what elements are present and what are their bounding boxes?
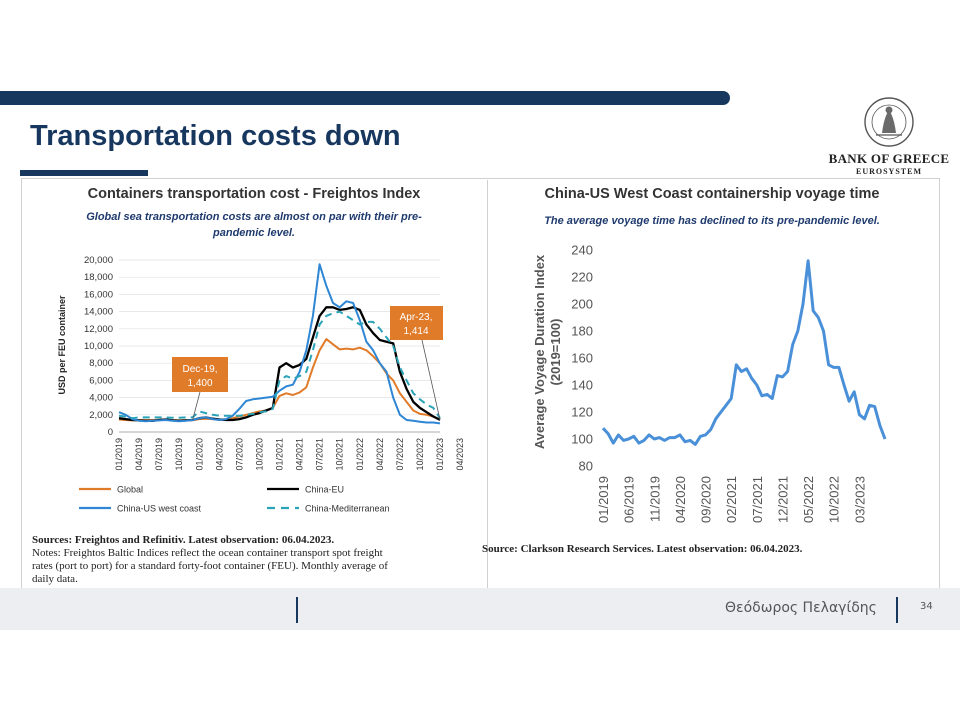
right-y-tick-label: 160: [571, 351, 593, 366]
callout-apr23-pointer: [421, 339, 441, 420]
right-x-tick-label: 03/2023: [852, 476, 867, 523]
callout-dec19: Dec-19, 1,400: [172, 357, 228, 392]
left-notes-line-1: Notes: Freightos Baltic Indices reflect …: [32, 547, 383, 559]
footer-separator-right: [896, 597, 898, 623]
left-x-tick-label: 10/2021: [335, 438, 345, 471]
right-y-tick-label: 80: [579, 459, 593, 474]
left-y-tick-label: 12,000: [84, 324, 113, 335]
right-y-tick-label: 200: [571, 297, 593, 312]
left-chart-title: Containers transportation cost - Freight…: [88, 186, 421, 202]
left-x-tick-label: 07/2020: [234, 438, 244, 471]
right-chart-title: China-US West Coast containership voyage…: [545, 186, 880, 202]
left-x-tick-label: 01/2020: [194, 438, 204, 471]
right-y-tick-label: 120: [571, 405, 593, 420]
left-chart-subtitle-2: pandemic level.: [212, 227, 295, 239]
right-x-tick-label: 11/2019: [647, 476, 662, 522]
left-y-tick-label: 20,000: [84, 255, 113, 266]
left-plot-area: 0 2,000 4,000 6,000 8,000 10,000 12,000 14,000 1…: [84, 255, 465, 471]
right-y-tick-label: 100: [571, 432, 593, 447]
left-x-tick-label: 01/2022: [355, 438, 365, 471]
voyage-time-chart: China-US West Coast containership voyage…: [532, 186, 887, 523]
left-chart-subtitle-1: Global sea transportation costs are almo…: [86, 211, 422, 223]
right-x-tick-label: 04/2020: [673, 476, 688, 523]
right-chart-subtitle: The average voyage time has declined to …: [544, 215, 880, 227]
left-y-tick-label: 8,000: [89, 358, 113, 369]
bank-logo: BANK OF GREECE EUROSYSTEM: [826, 95, 952, 177]
callout-apr23: Apr-23, 1,414: [390, 306, 443, 340]
title-underline: [20, 170, 148, 176]
right-x-tick-label: 06/2019: [622, 476, 637, 523]
right-plot-area: 80 100 120 140 160 180 200 220 240 01/2019 06/2019…: [571, 243, 887, 523]
legend-label: China-Mediterranean: [305, 504, 390, 514]
left-legend: Global China-EU China-US west coast China-M…: [79, 485, 390, 514]
left-x-tick-label: 10/2022: [415, 438, 425, 471]
left-y-tick-label: 10,000: [84, 341, 113, 352]
left-x-tick-label: 04/2023: [455, 438, 465, 471]
right-y-tick-label: 240: [571, 243, 593, 258]
left-x-tick-label: 01/2023: [435, 438, 445, 471]
left-x-tick-label: 07/2021: [315, 438, 325, 471]
right-y-axis-label-1: Average Voyage Duration Index: [532, 254, 547, 449]
slide-title: Transportation costs down: [30, 120, 401, 152]
left-source-line: Sources: Freightos and Refinitiv. Latest…: [32, 534, 335, 546]
right-y-tick-label: 220: [571, 270, 593, 285]
legend-label: China-US west coast: [117, 504, 202, 514]
left-notes-line-3: daily data.: [32, 573, 78, 585]
callout-apr23-line2: 1,414: [403, 326, 428, 337]
right-x-tick-label: 12/2021: [775, 476, 790, 523]
left-x-tick-label: 04/2021: [295, 438, 305, 471]
series-line-china-us-west-coast: [118, 263, 441, 425]
callout-dec19-line1: Dec-19,: [182, 364, 217, 375]
right-x-tick-label: 07/2021: [750, 476, 765, 523]
right-y-tick-label: 140: [571, 378, 593, 393]
left-y-tick-label: 4,000: [89, 393, 113, 404]
right-y-axis-label-2: (2019=100): [548, 319, 563, 386]
footer-author: Θεόδωρος Πελαγίδης: [725, 600, 877, 616]
left-x-tick-label: 04/2020: [214, 438, 224, 471]
voyage-index-line: [601, 259, 887, 446]
left-y-tick-label: 14,000: [84, 307, 113, 318]
left-x-tick-label: 01/2021: [275, 438, 285, 471]
freightos-chart: Containers transportation cost - Freight…: [57, 186, 465, 514]
left-y-tick-label: 18,000: [84, 272, 113, 283]
series-line-china-mediterranean: [118, 310, 441, 420]
left-y-tick-label: 6,000: [89, 375, 113, 386]
right-x-tick-label: 01/2019: [596, 476, 611, 523]
series-line-global: [118, 338, 441, 422]
right-x-tick-label: 09/2020: [699, 476, 714, 523]
panel-divider: [487, 180, 488, 588]
left-notes-line-2: rates (port to port) for a standard fort…: [32, 560, 388, 572]
left-x-tick-label: 01/2019: [114, 438, 124, 471]
footer-separator-left: [296, 597, 298, 623]
callout-apr23-line1: Apr-23,: [400, 312, 433, 323]
left-x-tick-label: 10/2020: [254, 438, 264, 471]
footer-band: [0, 588, 960, 630]
callout-dec19-line2: 1,400: [187, 378, 212, 389]
legend-label: China-EU: [305, 485, 344, 495]
left-y-axis-label: USD per FEU container: [57, 295, 67, 395]
left-x-tick-label: 10/2019: [174, 438, 184, 471]
left-x-tick-label: 04/2022: [375, 438, 385, 471]
right-x-tick-label: 10/2022: [827, 476, 842, 523]
right-source: Source: Clarkson Research Services. Late…: [482, 543, 803, 555]
right-x-tick-label: 05/2022: [801, 476, 816, 523]
right-x-tick-label: 02/2021: [724, 476, 739, 523]
left-x-tick-label: 07/2022: [395, 438, 405, 471]
bank-subtitle: EUROSYSTEM: [855, 167, 922, 176]
callout-dec19-pointer: [192, 391, 201, 421]
left-x-tick-label: 07/2019: [154, 438, 164, 471]
left-y-tick-label: 2,000: [89, 410, 113, 421]
left-y-tick-label: 16,000: [84, 289, 113, 300]
legend-label: Global: [117, 485, 143, 495]
right-y-tick-label: 180: [571, 324, 593, 339]
left-x-tick-label: 04/2019: [134, 438, 144, 471]
page-number: 34: [920, 601, 933, 612]
left-y-tick-label: 0: [108, 427, 113, 438]
bank-seal-icon: [864, 97, 914, 147]
bank-name: BANK OF GREECE: [828, 151, 950, 166]
left-source: Sources: Freightos and Refinitiv. Latest…: [32, 534, 472, 586]
header-bar: [0, 91, 730, 105]
